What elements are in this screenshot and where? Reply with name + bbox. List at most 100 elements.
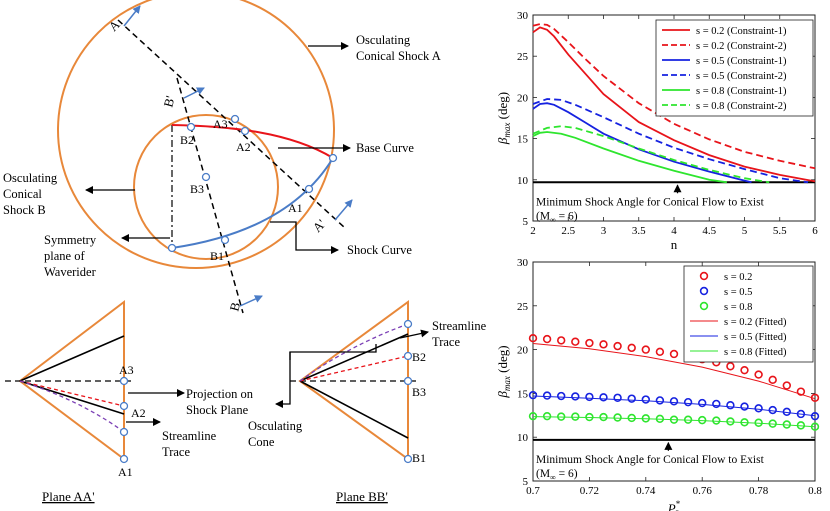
plane-bb-point-b2 [403,351,413,361]
fitted-line-1 [532,395,816,417]
annotation-text: Minimum Shock Angle for Conical Flow to … [536,196,765,208]
legend-box [655,19,814,117]
legend-label: s = 0.2 (Constraint-2) [696,41,787,52]
plane-aa-caption: Plane AA' [42,489,95,504]
x-tick-label: 4.5 [702,225,716,237]
callout-shock-curve: Shock Curve [347,243,412,257]
legend-label: s = 0.5 (Fitted) [724,332,787,343]
data-point-series-0 [542,334,552,344]
x-tick-label: 5.5 [773,225,787,237]
plane-aa-point-a2b [119,427,129,437]
data-point-series-0 [641,345,650,354]
plane-a-prime-label: A' [310,216,329,235]
label-a2: A2 [236,140,251,154]
beta-vs-n-chart: 2 2.5 3 3.5 4 4.5 5 5.5 6 5 10 15 20 25 30 βmax (deg) n M… [495,10,818,252]
plane-aa-point-a3 [119,376,129,386]
callout-shock-b: Osculating Conical Shock B [3,171,60,217]
legend-swatch [699,301,709,311]
plane-aa-label-a2: A2 [131,406,146,420]
data-point-series-2 [712,416,721,425]
point-b3 [201,172,211,182]
plane-a-normal-top [123,5,141,27]
plane-a-label: A [106,16,124,34]
data-point-series-0 [768,375,777,385]
callout-symmetry: Symmetry plane of Waverider [44,233,99,279]
legend-label: s = 0.8 [724,302,752,313]
data-point-series-0 [669,349,679,359]
streamline-left-label: Streamline Trace [162,429,219,459]
data-point-series-2 [599,412,608,422]
callout-shock-curve-arrow [270,221,339,254]
data-point-series-0 [740,365,749,375]
data-point-series-2 [571,412,580,421]
osculating-cone-pointer [275,352,291,408]
data-point-series-2 [627,413,636,423]
label-a1: A1 [288,201,303,215]
y-tick-label: 20 [517,345,529,357]
x-tick-label: 6 [812,225,818,237]
data-point-series-2 [768,419,777,428]
plane-bb-label-b2: B2 [412,350,426,364]
data-point-series-0 [627,343,636,353]
point-b2 [186,122,196,132]
data-point-series-0 [754,370,763,379]
plane-aa-label-a3: A3 [119,363,134,377]
label-b2: B2 [180,133,194,147]
plane-bb-section: B2 B3 B1 Streamline Trace Osculating Con… [248,300,487,504]
data-point-series-2 [585,412,594,422]
data-point-series-0 [599,340,608,349]
data-point-series-0 [585,338,594,348]
x-tick-label: 5 [742,225,748,237]
data-point-series-2 [542,411,552,421]
data-point-series-1 [528,390,538,400]
data-point-series-2 [669,415,679,424]
label-b3: B3 [190,182,204,196]
plane-aa-projection-trace [19,380,125,407]
legend: s = 0.2 (Constraint-1) s = 0.2 (Constrain… [655,19,814,117]
data-point-series-2 [697,415,707,425]
data-point-series-1 [542,391,552,400]
annotation-mach: (M∞ = 6) [536,468,578,482]
data-point-series-0 [796,387,806,396]
beta-vs-p3-chart: 0.7 0.72 0.74 0.76 0.78 0.8 5 10 15 20 25 30 βmax (d… [495,257,822,511]
y-tick-label: 10 [517,432,529,444]
data-point-series-1 [641,395,650,404]
series-line-4 [532,131,728,184]
data-point-series-2 [810,422,820,431]
data-point-series-1 [683,397,693,407]
x-tick-label: 3 [601,225,607,237]
x-tick-label: 2 [530,225,536,237]
data-point-series-1 [796,409,806,419]
plane-a-line [117,19,346,229]
data-point-series-2 [726,417,735,426]
y-tick-label: 15 [517,388,529,400]
legend-label: s = 0.2 [724,272,752,283]
plane-bb-upper-surface [299,333,409,382]
data-point-series-0 [726,362,735,371]
data-point-series-1 [754,404,763,413]
x-tick-label: 0.74 [636,485,656,497]
legend-label: s = 0.2 (Constraint-1) [696,26,787,37]
x-axis-label: P*3 [667,499,681,511]
series-line-1 [532,23,816,170]
plane-aa-section: A3 A2 A1 Projection on Shock Plane Strea… [5,299,254,504]
data-point-series-1 [585,392,594,402]
plane-bb-point-b3 [403,376,413,386]
x-tick-label: 0.7 [526,485,540,497]
x-tick-label: 4 [671,225,677,237]
plane-bb-label-b1: B1 [412,451,426,465]
y-tick-label: 25 [517,51,529,63]
series-line-0 [532,26,816,183]
y-tick-label: 5 [523,476,529,488]
data-point-series-2 [641,414,650,423]
callout-shock-a: Osculating Conical Shock A [356,33,441,63]
x-tick-label: 3.5 [632,225,646,237]
shock-curve [171,157,334,249]
data-point-series-2 [782,420,791,429]
x-tick-label: 0.8 [808,485,822,497]
legend-label: s = 0.5 (Constraint-2) [696,71,787,82]
data-point-series-1 [571,392,580,401]
osculating-cone-label: Osculating Cone [248,419,305,449]
plane-bb-projection-trace [299,355,409,382]
